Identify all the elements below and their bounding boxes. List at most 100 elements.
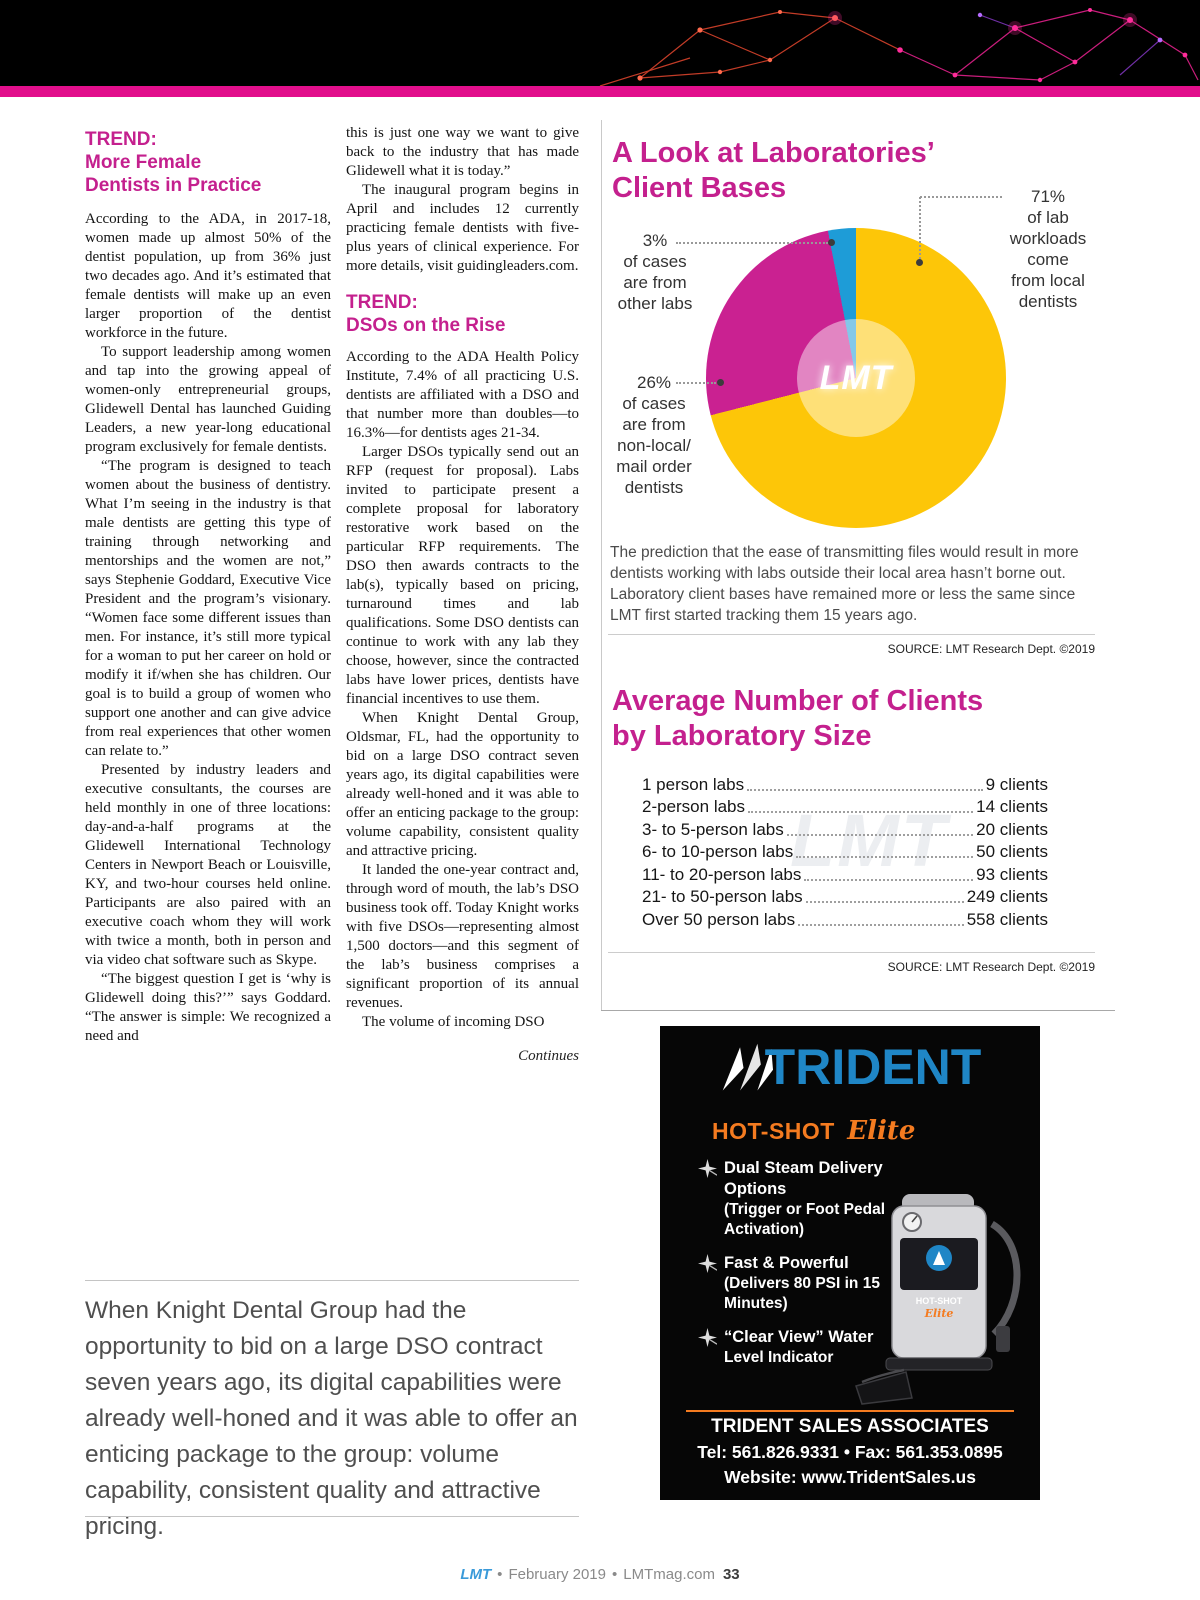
label-line: 3%	[642, 231, 668, 250]
article-column-1: TREND: More Female Dentists in Practice …	[85, 128, 331, 1046]
continues-label: Continues	[518, 1048, 579, 1064]
footer-brand: LMT	[460, 1566, 492, 1583]
trend1-heading: TREND: More Female Dentists in Practice	[85, 128, 331, 197]
leader-line	[920, 196, 1002, 198]
paragraph: Presented by industry leaders and execut…	[85, 762, 331, 968]
heading-line: TREND:	[346, 292, 418, 313]
magenta-stripe	[0, 86, 1200, 97]
label-line: non-local/	[617, 436, 691, 455]
pull-quote: When Knight Dental Group had the opportu…	[85, 1297, 578, 1540]
rule	[601, 1010, 1115, 1011]
paragraph: “The program is designed to teach women …	[85, 458, 331, 759]
clients-chart-source: SOURCE: LMT Research Dept. ©2019	[887, 960, 1095, 974]
row-label: Over 50 person labs	[642, 909, 796, 929]
list-item: 2-person labs 14 clients	[642, 795, 1048, 818]
row-label: 3- to 5-person labs	[642, 819, 784, 839]
paragraph: The inaugural program begins in April an…	[346, 182, 579, 274]
dotted-leader	[748, 811, 974, 813]
rule	[608, 634, 1095, 635]
row-label: 1 person labs	[642, 774, 745, 794]
leader-dot	[828, 239, 835, 246]
footer-date: February 2019	[508, 1566, 606, 1583]
heading-line: More Female	[85, 152, 202, 173]
row-value: 50 clients	[976, 842, 1048, 861]
list-item: 11- to 20-person labs 93 clients	[642, 862, 1048, 885]
machine-sublabel: Elite	[924, 1307, 954, 1320]
rule	[85, 1280, 579, 1281]
leader-line	[676, 242, 828, 244]
rule	[608, 952, 1095, 953]
feature-detail: (Delivers 80 PSI in 15 Minutes)	[724, 1275, 880, 1312]
title-line: Average Number of Clients	[612, 685, 984, 717]
ad-contact-block: TRIDENT SALES ASSOCIATES Tel: 561.826.93…	[660, 1413, 1040, 1490]
label-line: of cases	[623, 252, 687, 271]
heading-line: Dentists in Practice	[85, 175, 262, 196]
paragraph: It landed the one-year contract and, thr…	[346, 862, 579, 1011]
sparkle-icon	[698, 1159, 717, 1178]
clients-list: 1 person labs 9 clients 2-person labs 14…	[642, 772, 1048, 930]
heading-line: DSOs on the Rise	[346, 315, 506, 336]
label-line: come	[1027, 250, 1069, 269]
sparkle-icon	[698, 1254, 717, 1273]
feature-list: Dual Steam Delivery Options (Trigger or …	[698, 1158, 912, 1381]
dotted-leader	[798, 923, 964, 926]
feature-item: “Clear View” Water Level Indicator	[698, 1327, 912, 1368]
row-label: 6- to 10-person labs	[642, 842, 794, 861]
page-footer: LMT • February 2019 • LMTmag.com 33	[0, 1566, 1200, 1583]
dotted-leader	[804, 878, 974, 881]
row-value: 20 clients	[976, 819, 1048, 839]
pie-center-watermark: LMT	[797, 319, 915, 437]
machine-label: HOT-SHOT	[916, 1296, 963, 1306]
label-line: of lab	[1027, 208, 1069, 227]
dotted-leader	[747, 788, 983, 791]
product-name: HOT-SHOT Elite	[712, 1116, 915, 1146]
row-value: 558 clients	[966, 909, 1048, 929]
hot-shot-label: HOT-SHOT	[712, 1118, 835, 1144]
column-divider	[601, 120, 602, 1011]
sparkle-icon	[698, 1328, 717, 1347]
trident-advertisement: TRIDENT HOT-SHOT Elite Dual Steam Delive…	[660, 1026, 1040, 1500]
row-label: 11- to 20-person labs	[642, 864, 802, 884]
client-bases-pie: LMT	[706, 228, 1006, 528]
label-line: mail order	[616, 457, 692, 476]
footer-separator: •	[497, 1566, 503, 1583]
dotted-leader	[796, 856, 974, 858]
network-graphic	[599, 8, 1199, 86]
footer-page-number: 33	[722, 1566, 740, 1583]
feature-title: Dual Steam Delivery Options	[724, 1159, 883, 1198]
paragraph: According to the ADA, in 2017-18, women …	[85, 211, 331, 341]
feature-detail: (Trigger or Foot Pedal Activation)	[724, 1201, 886, 1238]
feature-item: Dual Steam Delivery Options (Trigger or …	[698, 1158, 912, 1240]
dotted-leader	[786, 833, 974, 836]
paragraph: The volume of incoming DSO	[362, 1014, 545, 1030]
row-value: 9 clients	[985, 774, 1048, 794]
title-line: Client Bases	[612, 172, 787, 204]
label-line: dentists	[1018, 292, 1078, 311]
ad-company-name: TRIDENT SALES ASSOCIATES	[711, 1416, 989, 1437]
paragraph: “The biggest question I get is ‘why is G…	[85, 971, 331, 1044]
row-value: 93 clients	[976, 864, 1048, 884]
leader-line	[676, 382, 716, 384]
paragraph: Larger DSOs typically send out an RFP (r…	[346, 444, 579, 707]
orange-rule	[686, 1410, 1014, 1412]
feature-title: Fast & Powerful	[724, 1254, 849, 1272]
feature-item: Fast & Powerful (Delivers 80 PSI in 15 M…	[698, 1253, 912, 1314]
rule	[85, 1516, 579, 1517]
trident-brand-text: TRIDENT	[764, 1039, 982, 1095]
dotted-leader	[805, 901, 964, 903]
pie-label-local-dentists: 71% of lab workloads come from local den…	[1000, 186, 1096, 312]
label-line: from local	[1011, 271, 1085, 290]
paragraph: this is just one way we want to give bac…	[346, 125, 579, 179]
list-item: 3- to 5-person labs 20 clients	[642, 817, 1048, 840]
paragraph: According to the ADA Health Policy Insti…	[346, 349, 579, 441]
list-item: 1 person labs 9 clients	[642, 772, 1048, 795]
lab-chart-title: A Look at Laboratories’ Client Bases	[612, 136, 935, 206]
list-item: 6- to 10-person labs 50 clients	[642, 840, 1048, 863]
elite-label: Elite	[847, 1116, 916, 1146]
label-line: 26%	[636, 373, 672, 392]
feature-title: “Clear View” Water	[724, 1328, 874, 1346]
feature-detail: Level Indicator	[724, 1349, 834, 1366]
footer-site: LMTmag.com	[623, 1566, 715, 1583]
lab-chart-caption: The prediction that the ease of transmit…	[610, 544, 1079, 624]
label-line: other labs	[617, 294, 693, 313]
